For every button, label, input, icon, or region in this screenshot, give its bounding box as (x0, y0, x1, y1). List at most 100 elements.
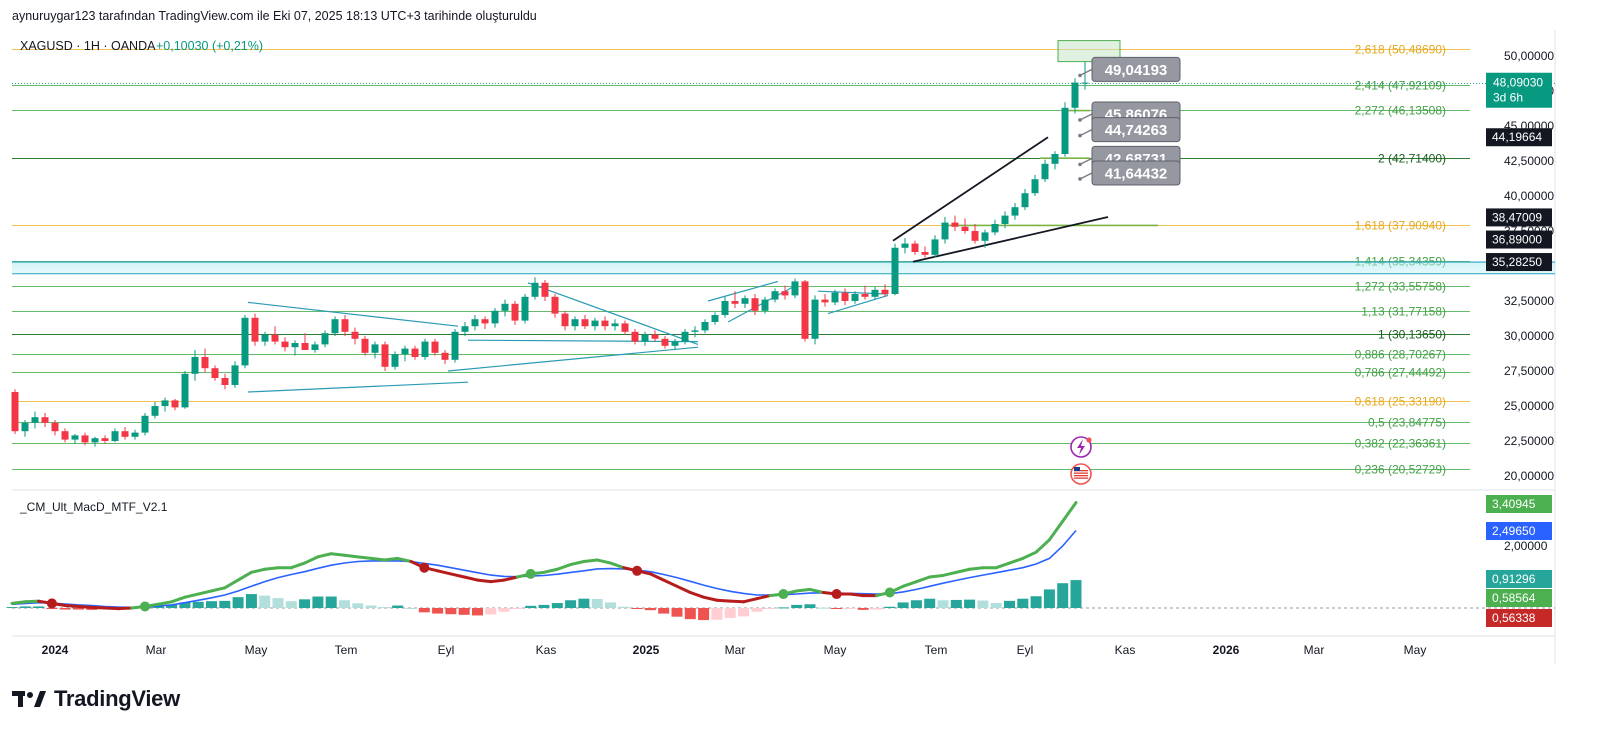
candle (111, 428, 119, 443)
fibonacci-levels[interactable]: 2,618 (50,48690) 2,414 (47,92109) 2,272 (4… (12, 43, 1555, 477)
lightning-event-icon[interactable] (1070, 436, 1092, 458)
macd-line-segment (462, 575, 479, 582)
triangle-upper-2[interactable] (527, 282, 699, 345)
price-tag[interactable] (1486, 253, 1552, 272)
macd-line-segment (263, 566, 280, 571)
macd-value-tag[interactable] (1486, 589, 1552, 607)
macd-histogram-bar (684, 608, 696, 620)
symbol-change: +0,10030 (+0,21%) (156, 39, 263, 53)
price-tag[interactable] (1486, 230, 1552, 249)
candle (941, 217, 949, 244)
channel-lower[interactable] (912, 216, 1109, 263)
indicator-title[interactable]: _CM_Ult_MacD_MTF_V2.1 (19, 500, 168, 514)
price-tag[interactable] (1486, 208, 1552, 227)
macd-axis[interactable]: 2,00000 3,40945 2,49650 0,91296 0,58564 0,563… (1486, 495, 1552, 627)
price-tag[interactable] (1486, 128, 1552, 147)
candle (721, 296, 729, 318)
wedge-upper[interactable] (707, 280, 779, 302)
candle (351, 327, 359, 345)
macd-tick-label: 2,00000 (1504, 539, 1548, 553)
candle-body (1081, 82, 1089, 84)
time-tick-label: May (824, 643, 847, 657)
macd-line-segment (595, 558, 612, 565)
macd-cross-dot (778, 589, 789, 600)
candle-body (641, 334, 649, 342)
support-zones[interactable] (12, 40, 1555, 275)
macd-histogram-bar (498, 608, 510, 612)
candle (21, 420, 29, 437)
candle (541, 280, 549, 301)
tradingview-logo[interactable]: TradingView (12, 685, 180, 713)
fib-label: 2,414 (47,92109) (1355, 79, 1446, 93)
candle-body (91, 438, 99, 443)
macd-line-segment (1034, 538, 1051, 554)
macd-histogram-bar (751, 608, 763, 612)
macd-line-segment (968, 566, 985, 571)
candle-body (331, 319, 339, 334)
candle-body (361, 338, 369, 353)
macd-line-segment (914, 575, 932, 584)
candle (831, 289, 839, 306)
flag-lower[interactable] (827, 294, 889, 315)
candle (251, 313, 259, 346)
candle-body (631, 331, 639, 342)
candle (461, 322, 469, 336)
macd-value-tag[interactable] (1486, 495, 1552, 513)
candle-body (831, 292, 839, 303)
candle-body (521, 296, 529, 321)
candle (821, 294, 829, 307)
candle-body (771, 291, 779, 300)
time-tick-label: Kas (1115, 643, 1136, 657)
macd-value-tag[interactable] (1486, 609, 1552, 627)
candle (661, 336, 669, 349)
candle (181, 371, 189, 409)
candle-body (181, 373, 189, 408)
channel-upper[interactable] (892, 136, 1049, 242)
target-label-box[interactable] (1091, 160, 1181, 186)
candle (591, 317, 599, 331)
event-icons[interactable] (1070, 436, 1092, 485)
us-flag-event-icon[interactable] (1070, 463, 1092, 485)
candle-body (741, 298, 749, 304)
candle (951, 215, 959, 231)
trendline-drawings[interactable] (247, 136, 1109, 393)
candle (141, 413, 149, 436)
macd-histogram-bar (658, 608, 670, 614)
target-label-box[interactable] (1091, 117, 1181, 143)
candle-body (211, 368, 219, 378)
triangle-upper-1[interactable] (247, 301, 459, 327)
candle-body (961, 226, 969, 231)
candle-body (841, 292, 849, 301)
support-zone-band[interactable] (12, 262, 1555, 274)
candle (531, 277, 539, 300)
time-axis[interactable]: 2024 Mar May Tem Eyl Kas 2025 Mar May Tem Eyl Kas 20… (42, 643, 1427, 657)
time-tick-label: Mar (146, 643, 167, 657)
price-tag-text: 44,19664 (1492, 130, 1542, 144)
macd-value-tag-text: 0,58564 (1492, 591, 1536, 605)
macd-histogram-bar (964, 599, 976, 608)
target-box[interactable] (1057, 40, 1121, 63)
candle-body (441, 352, 449, 360)
target-label-box[interactable] (1091, 56, 1181, 82)
candle (191, 350, 199, 381)
triangle-lower-1[interactable] (247, 381, 469, 393)
candle (521, 294, 529, 324)
macd-histogram-bar (1057, 583, 1069, 608)
symbol-title[interactable]: XAGUSD · 1H · OANDA (20, 39, 156, 53)
triangle-lower-2[interactable] (447, 346, 699, 372)
candle-body (891, 247, 899, 294)
macd-value-tag[interactable] (1486, 570, 1552, 588)
last-price-tag[interactable] (1486, 72, 1552, 108)
price-axis[interactable]: 50,0000047,5000045,0000042,5000040,00000… (1486, 49, 1554, 483)
triangle-base-2[interactable] (467, 339, 699, 343)
macd-cross-dot (831, 589, 842, 600)
macd-histogram-bar (644, 608, 656, 611)
macd-value-tag[interactable] (1486, 522, 1552, 540)
candle (1071, 78, 1079, 114)
candle (471, 315, 479, 331)
macd-line-segment (382, 556, 400, 562)
macd-line-segment (1008, 556, 1025, 565)
macd-line-segment (223, 578, 240, 590)
